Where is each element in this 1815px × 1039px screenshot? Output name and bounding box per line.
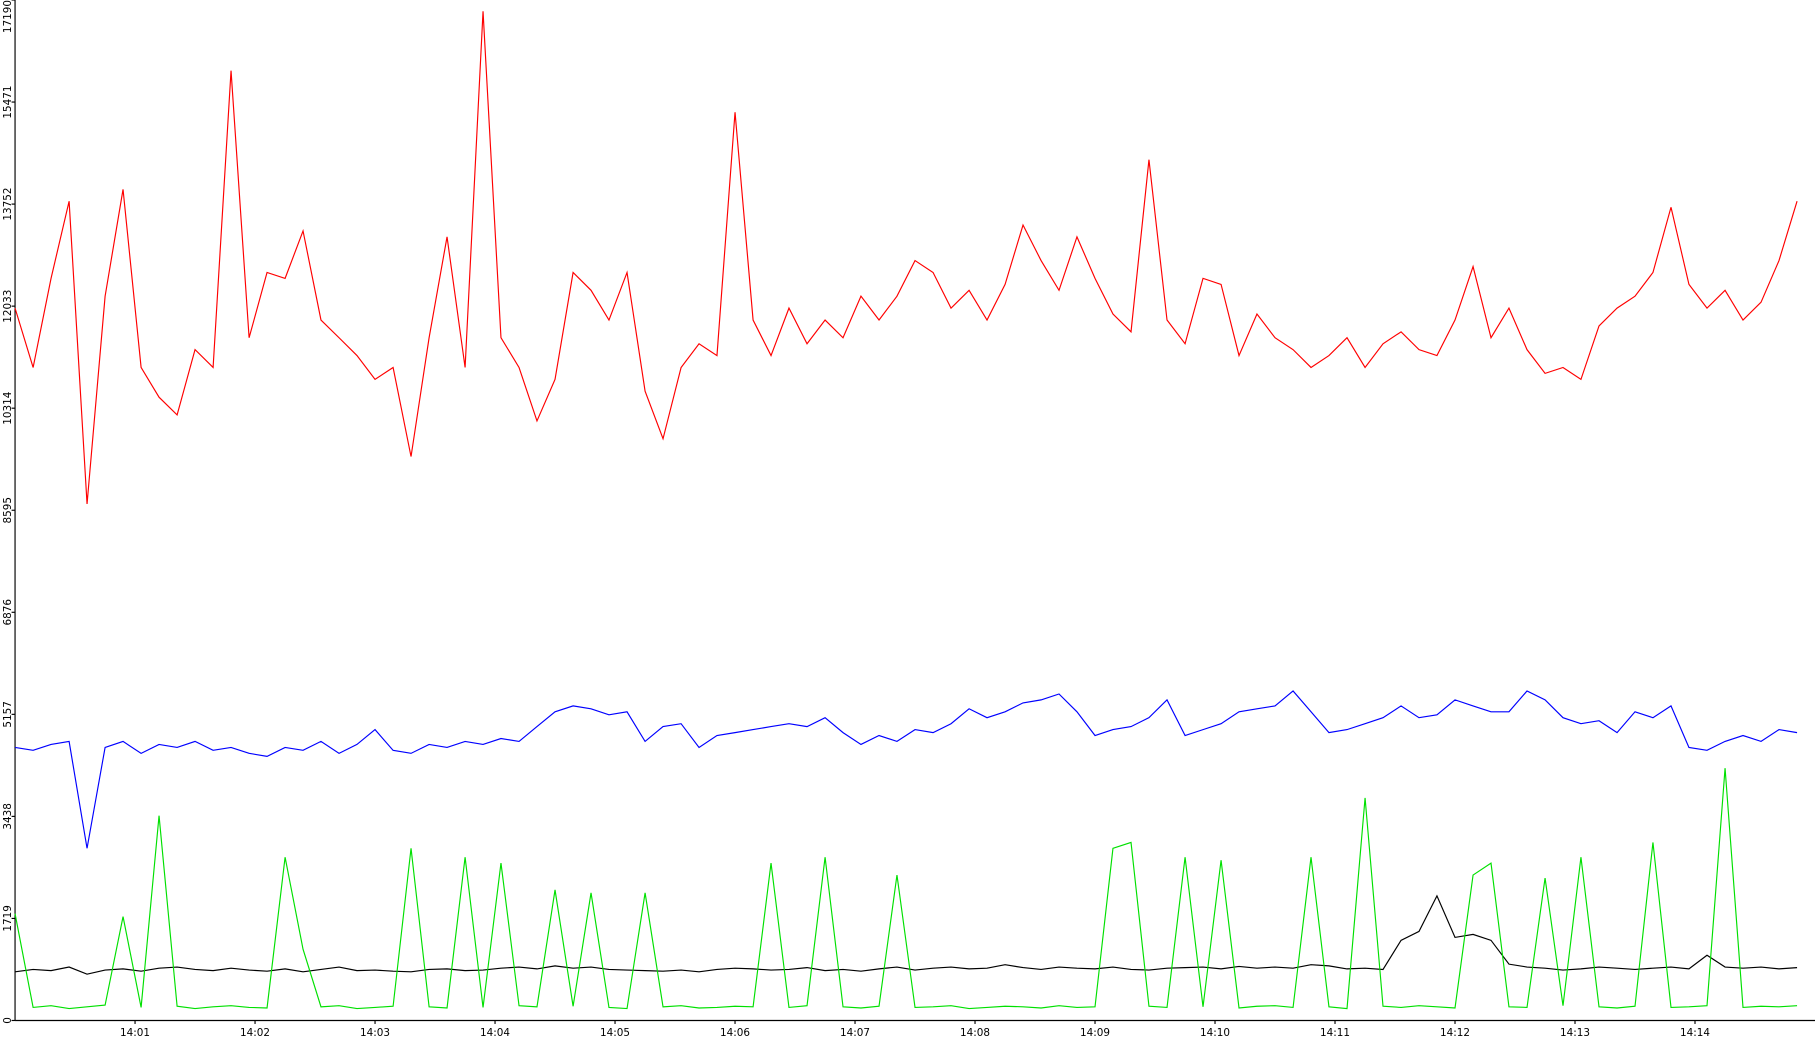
x-tick-label: 14:14 xyxy=(1680,1027,1710,1039)
x-tick-label: 14:10 xyxy=(1200,1027,1230,1039)
series-line xyxy=(14,690,1798,849)
x-tick-label: 14:03 xyxy=(360,1027,390,1039)
x-tick-label: 14:13 xyxy=(1560,1027,1590,1039)
series-line xyxy=(14,768,1798,1010)
x-tick-label: 14:12 xyxy=(1440,1027,1470,1039)
x-tick-label: 14:06 xyxy=(720,1027,750,1039)
series-line xyxy=(14,11,1798,505)
y-tick-label: 5157 xyxy=(2,701,14,727)
x-tick-label: 14:11 xyxy=(1320,1027,1350,1039)
x-tick-label: 14:09 xyxy=(1080,1027,1110,1039)
y-tick-label: 6876 xyxy=(2,599,14,625)
y-tick-label: 0 xyxy=(2,1017,14,1024)
y-tick-label: 12033 xyxy=(2,290,14,323)
x-tick-label: 14:05 xyxy=(600,1027,630,1039)
x-tick-label: 14:01 xyxy=(120,1027,150,1039)
y-tick-label: 15471 xyxy=(2,85,14,118)
y-tick-label: 10314 xyxy=(2,391,14,424)
x-tick-label: 14:04 xyxy=(480,1027,510,1039)
y-tick-label: 3438 xyxy=(2,803,14,829)
y-tick-label: 17190 xyxy=(2,0,14,33)
y-tick-label: 8595 xyxy=(2,497,14,523)
y-tick-label: 13752 xyxy=(2,188,14,221)
x-tick-label: 14:02 xyxy=(240,1027,270,1039)
series-line xyxy=(14,894,1798,975)
x-tick-label: 14:08 xyxy=(960,1027,990,1039)
x-tick-label: 14:07 xyxy=(840,1027,870,1039)
y-tick-label: 1719 xyxy=(2,905,14,931)
